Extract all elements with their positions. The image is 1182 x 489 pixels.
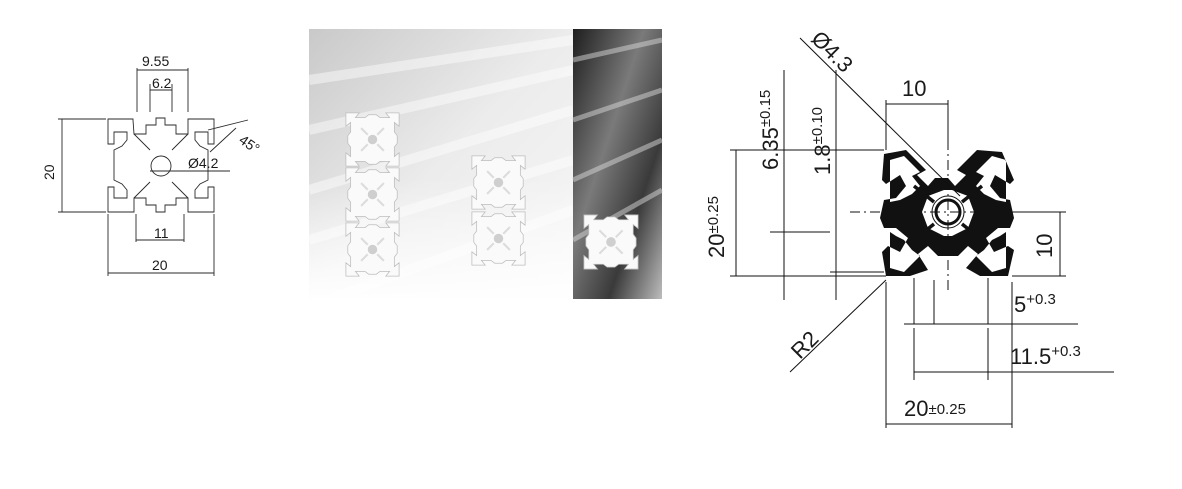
right-dim-slot-top: 10 bbox=[902, 76, 926, 101]
right-dim-depth: 6.35 bbox=[758, 127, 783, 170]
left-dim-height: 20 bbox=[41, 164, 57, 180]
svg-text:6.35±0.15: 6.35±0.15 bbox=[757, 90, 783, 170]
right-dim-height: 20 bbox=[704, 234, 729, 258]
right-dim-radius: R2 bbox=[786, 326, 824, 364]
left-dim-angle: 45° bbox=[236, 131, 263, 156]
right-dim-width-tol: ±0.25 bbox=[928, 401, 965, 418]
right-dim-opening-tol: +0.3 bbox=[1026, 291, 1056, 308]
product-photo bbox=[307, 29, 664, 304]
right-dim-side-slot: 10 bbox=[1032, 234, 1057, 258]
profile-4080-image bbox=[344, 111, 401, 278]
left-dim-bore: Ø4.2 bbox=[188, 155, 219, 171]
svg-text:5+0.3: 5+0.3 bbox=[1014, 291, 1056, 317]
left-dim-bottom-slot: 11 bbox=[154, 225, 169, 241]
left-profile-drawing: 9.55 6.2 45° Ø4.2 20 11 20 bbox=[41, 53, 263, 276]
profile-2020-image bbox=[582, 213, 640, 271]
right-profile-drawing: Ø4.3 10 6.35±0.15 1.8±0.10 20±0.25 10 5+… bbox=[704, 26, 1114, 428]
left-profile-bore bbox=[150, 155, 172, 177]
right-dim-inner-tol: +0.3 bbox=[1051, 343, 1081, 360]
svg-text:11.5+0.3: 11.5+0.3 bbox=[1010, 343, 1081, 369]
right-dim-height-tol: ±0.25 bbox=[705, 196, 722, 233]
right-dim-wall: 1.8 bbox=[810, 144, 835, 175]
left-dim-lines bbox=[58, 68, 249, 276]
svg-text:20±0.25: 20±0.25 bbox=[904, 396, 966, 421]
right-dim-width: 20 bbox=[904, 396, 928, 421]
right-dim-lines bbox=[730, 37, 1114, 428]
right-dim-depth-tol: ±0.15 bbox=[757, 90, 774, 127]
right-dim-wall-tol: ±0.10 bbox=[809, 107, 826, 144]
svg-text:1.8±0.10: 1.8±0.10 bbox=[809, 107, 835, 175]
left-dim-top-width: 9.55 bbox=[142, 53, 169, 69]
svg-text:20±0.25: 20±0.25 bbox=[704, 196, 729, 258]
left-dim-slot-width: 6.2 bbox=[152, 75, 172, 91]
left-dim-width: 20 bbox=[152, 257, 168, 273]
right-dim-opening: 5 bbox=[1014, 292, 1026, 317]
left-profile-inner-web bbox=[133, 133, 189, 199]
right-dim-inner: 11.5 bbox=[1010, 344, 1051, 369]
left-profile-outline bbox=[107, 117, 215, 213]
